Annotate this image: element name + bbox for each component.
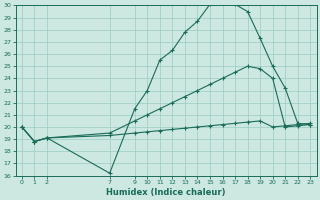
X-axis label: Humidex (Indice chaleur): Humidex (Indice chaleur) [106,188,226,197]
